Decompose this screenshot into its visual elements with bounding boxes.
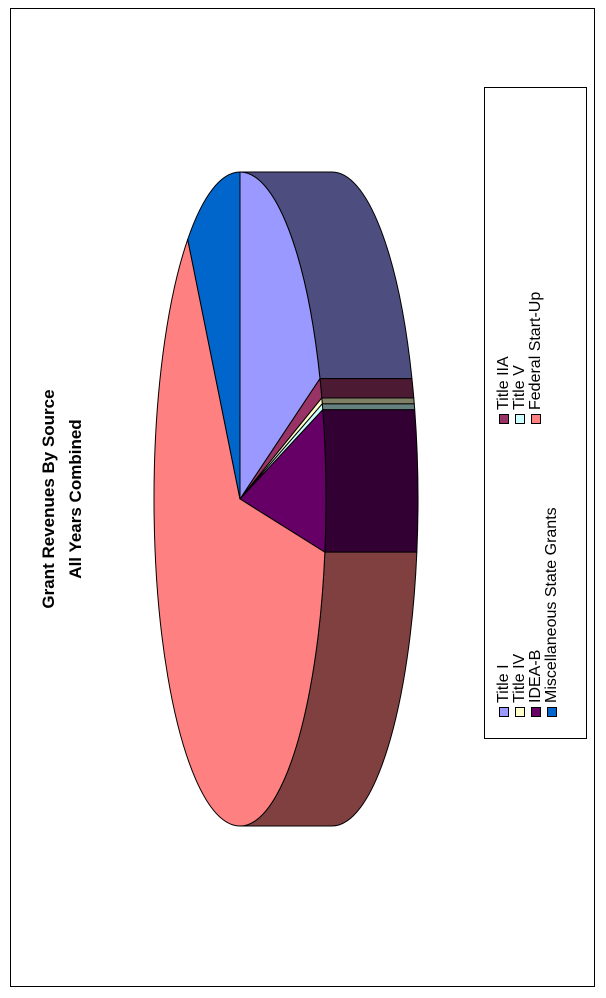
chart-title-block: Grant Revenues By Source All Years Combi…: [35, 199, 89, 799]
legend-swatch: [499, 414, 509, 424]
legend-swatch: [515, 707, 525, 717]
chart-subtitle: All Years Combined: [66, 419, 85, 579]
legend-item-federal-start-up: Federal Start-Up: [527, 291, 544, 424]
legend-label: Title IV: [511, 653, 528, 703]
slice-miscellaneous-state-grants: [187, 171, 241, 500]
legend-item-title-iv: Title IV: [511, 653, 528, 717]
legend-swatch: [547, 707, 557, 717]
legend-item-idea-b: IDEA-B: [527, 649, 544, 717]
legend-label: Miscellaneous State Grants: [543, 507, 560, 703]
side-wall-idea-b: [322, 409, 419, 553]
legend-swatch: [499, 707, 509, 717]
legend-item-title-iia: Title IIA: [495, 356, 512, 424]
legend-swatch: [515, 414, 525, 424]
legend-swatch: [531, 414, 541, 424]
legend-label: IDEA-B: [527, 649, 544, 703]
chart-frame: [10, 8, 595, 987]
legend-label: Federal Start-Up: [527, 291, 544, 410]
legend-label: Title I: [495, 664, 512, 703]
slice-federal-start-up: [153, 238, 326, 827]
legend: Title I Title IV IDEA-B Miscellaneous State…: [484, 87, 587, 739]
side-wall-title-iia: [319, 378, 415, 399]
legend-item-title-i: Title I: [495, 664, 512, 717]
legend-item-miscellaneous-state-grants: Miscellaneous State Grants: [543, 507, 560, 717]
slice-idea-b: [239, 409, 327, 553]
slice-title-i: [239, 171, 321, 500]
chart-title: Grant Revenues By Source: [39, 389, 58, 609]
legend-swatch: [531, 707, 541, 717]
legend-item-title-v: Title V: [511, 365, 528, 424]
side-wall-title-iv: [321, 397, 415, 405]
side-wall-title-v: [321, 403, 416, 411]
legend-label: Title IIA: [495, 356, 512, 410]
legend-label: Title V: [511, 365, 528, 410]
